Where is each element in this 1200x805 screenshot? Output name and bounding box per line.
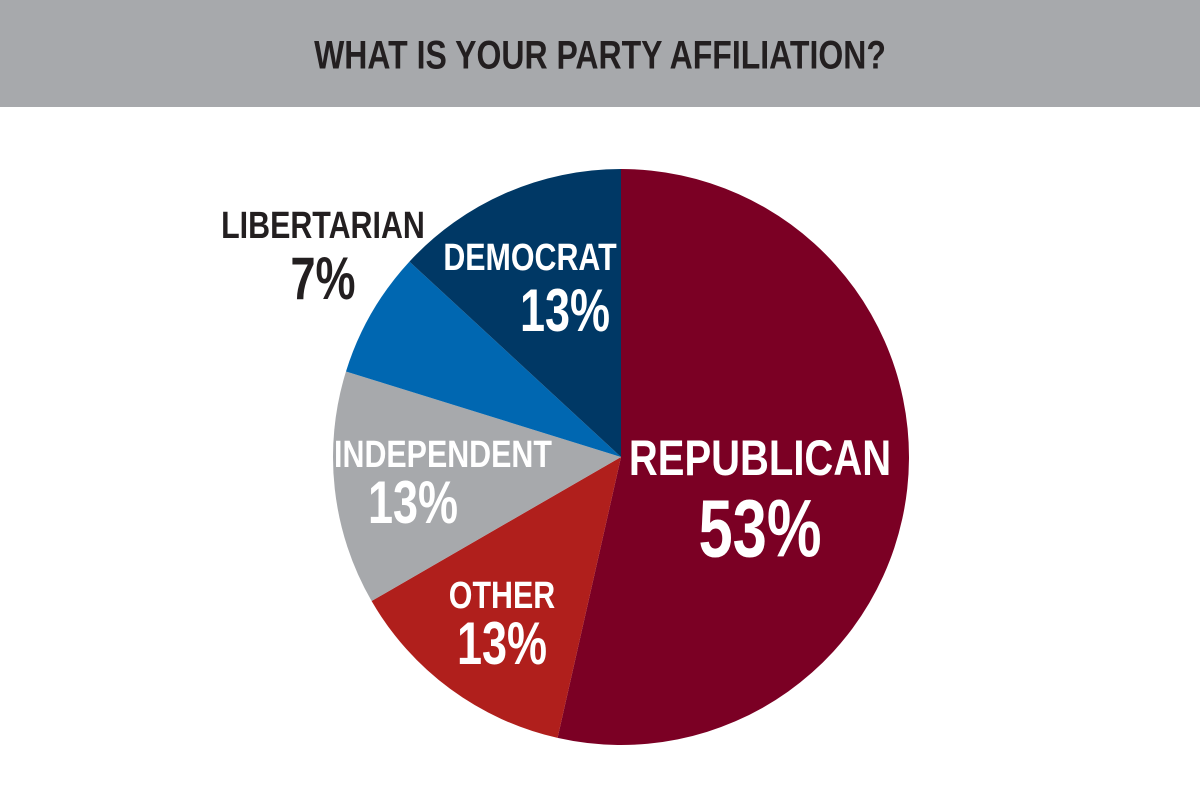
- value-label: 7%: [290, 246, 355, 313]
- title-band: [0, 0, 1200, 107]
- slice-label: INDEPENDENT: [334, 434, 552, 476]
- pie-slice: [332, 371, 621, 601]
- pie-slice: [409, 169, 621, 457]
- slice-label: OTHER: [449, 575, 556, 617]
- chart-title: WHAT IS YOUR PARTY AFFILIATION?: [314, 32, 886, 77]
- pie-slice: [345, 261, 621, 457]
- pie-slice: [557, 169, 909, 745]
- slice-label: REPUBLICAN: [629, 430, 891, 486]
- value-label: 13%: [520, 278, 610, 345]
- slice-label: DEMOCRAT: [443, 237, 616, 279]
- value-label: 53%: [698, 483, 821, 575]
- value-label: 13%: [457, 611, 547, 678]
- pie-slice: [371, 457, 621, 738]
- slice-label: LIBERTARIAN: [221, 205, 425, 247]
- value-label: 13%: [368, 470, 458, 537]
